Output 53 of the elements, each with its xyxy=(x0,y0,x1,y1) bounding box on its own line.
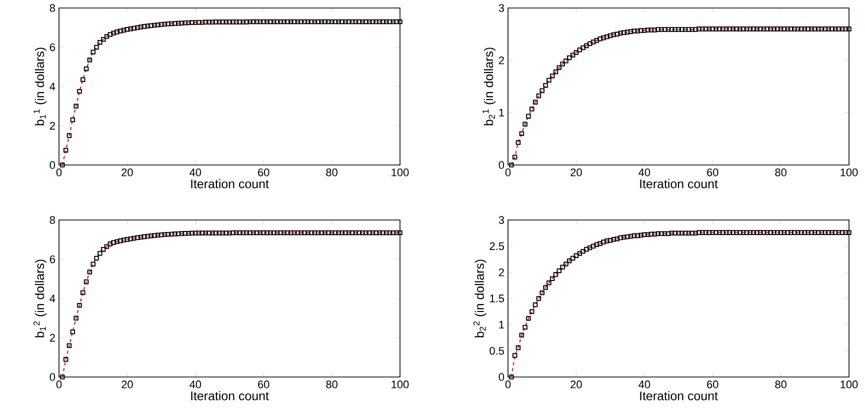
y-tick-label: 0 xyxy=(498,373,504,381)
x-tick-label: 40 xyxy=(638,380,650,388)
x-tick-label: 40 xyxy=(190,168,202,176)
y-tick-label: 4 xyxy=(50,82,56,90)
x-tick-label: 60 xyxy=(258,168,270,176)
x-axis-title: Iteration count xyxy=(191,179,269,188)
x-tick-label: 20 xyxy=(122,380,133,388)
x-tick-label: 0 xyxy=(505,168,511,176)
y-tick-label: 4 xyxy=(50,294,56,302)
y-tick-label: 0 xyxy=(498,161,504,169)
x-tick-label: 100 xyxy=(392,380,409,388)
y-tick-label: 1 xyxy=(499,320,504,328)
y-tick-label: 6 xyxy=(50,43,55,52)
x-tick-label: 40 xyxy=(190,380,202,388)
y-tick-label: 0.5 xyxy=(490,346,504,355)
x-tick-label: 60 xyxy=(707,168,718,176)
x-tick-label: 80 xyxy=(775,168,786,176)
x-tick-label: 20 xyxy=(122,168,133,176)
x-axis-title: Iteration count xyxy=(640,391,718,400)
y-tick-label: 6 xyxy=(50,255,55,264)
x-tick-label: 100 xyxy=(392,168,409,176)
x-tick-label: 0 xyxy=(505,380,511,388)
x-axis-title: Iteration count xyxy=(640,179,718,188)
y-tick-label: 1 xyxy=(499,108,504,116)
y-tick-label: 0 xyxy=(50,373,56,381)
x-tick-label: 100 xyxy=(840,168,858,176)
x-tick-label: 80 xyxy=(326,168,338,176)
x-tick-label: 20 xyxy=(570,380,582,388)
y-tick-label: 2.5 xyxy=(490,242,504,250)
x-tick-label: 0 xyxy=(56,168,62,176)
y-tick-label: 1.5 xyxy=(490,294,504,302)
x-tick-label: 0 xyxy=(56,380,62,388)
x-axis-title: Iteration count xyxy=(191,391,269,400)
y-axis-title: b$_{2}$$^{2}$ (in dollars) xyxy=(473,260,486,338)
x-tick-label: 80 xyxy=(326,380,338,388)
x-tick-label: 60 xyxy=(707,380,718,388)
x-tick-label: 100 xyxy=(840,380,858,388)
x-tick-label: 40 xyxy=(638,168,650,176)
y-tick-label: 3 xyxy=(498,216,504,224)
y-axis-title: b$_{1}$$^{2}$ (in dollars) xyxy=(34,260,47,338)
y-tick-label: 2 xyxy=(498,56,504,64)
y-tick-label: 8 xyxy=(50,4,55,12)
y-axis-title: b$_{1}$$^{1}$ (in dollars) xyxy=(34,48,47,126)
y-tick-label: 2 xyxy=(498,268,504,276)
x-tick-label: 80 xyxy=(775,380,786,388)
y-tick-label: 0 xyxy=(50,161,56,169)
y-tick-label: 2 xyxy=(50,334,55,342)
y-tick-label: 8 xyxy=(50,216,55,224)
x-tick-label: 20 xyxy=(570,168,582,176)
x-tick-label: 60 xyxy=(258,380,270,388)
y-tick-label: 2 xyxy=(50,122,55,130)
y-axis-title: b$_{2}$$^{1}$ (in dollars) xyxy=(482,48,496,126)
y-tick-label: 3 xyxy=(498,4,504,12)
